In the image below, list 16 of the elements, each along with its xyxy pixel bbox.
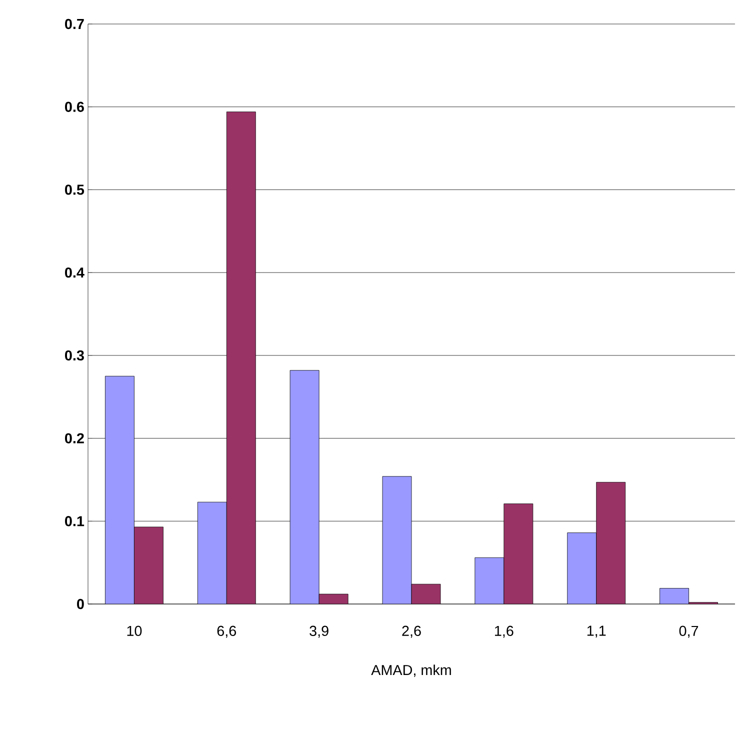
x-tick-label: 1,6 xyxy=(495,626,514,638)
y-tick-label: 0.7 xyxy=(65,18,84,30)
x-tick-label: 1,1 xyxy=(587,626,606,638)
y-tick-label: 0.6 xyxy=(65,102,84,112)
y-tick-label: 0.5 xyxy=(65,184,84,195)
y-tick-label: 0 xyxy=(77,598,84,610)
x-tick-label: 3,9 xyxy=(310,626,328,638)
x-tick-label: 10 xyxy=(127,626,142,636)
x-axis-title: AMAD, mkm xyxy=(371,664,451,677)
y-tick-label: 0.4 xyxy=(65,267,84,278)
y-tick-label: 0.2 xyxy=(65,433,84,444)
x-tick-label: 2,6 xyxy=(402,626,421,638)
y-tick-label: 0.1 xyxy=(65,516,84,526)
x-tick-label: 6,6 xyxy=(217,626,236,638)
y-tick-label: 0.3 xyxy=(65,350,84,361)
x-tick-label: 0,7 xyxy=(679,626,698,638)
